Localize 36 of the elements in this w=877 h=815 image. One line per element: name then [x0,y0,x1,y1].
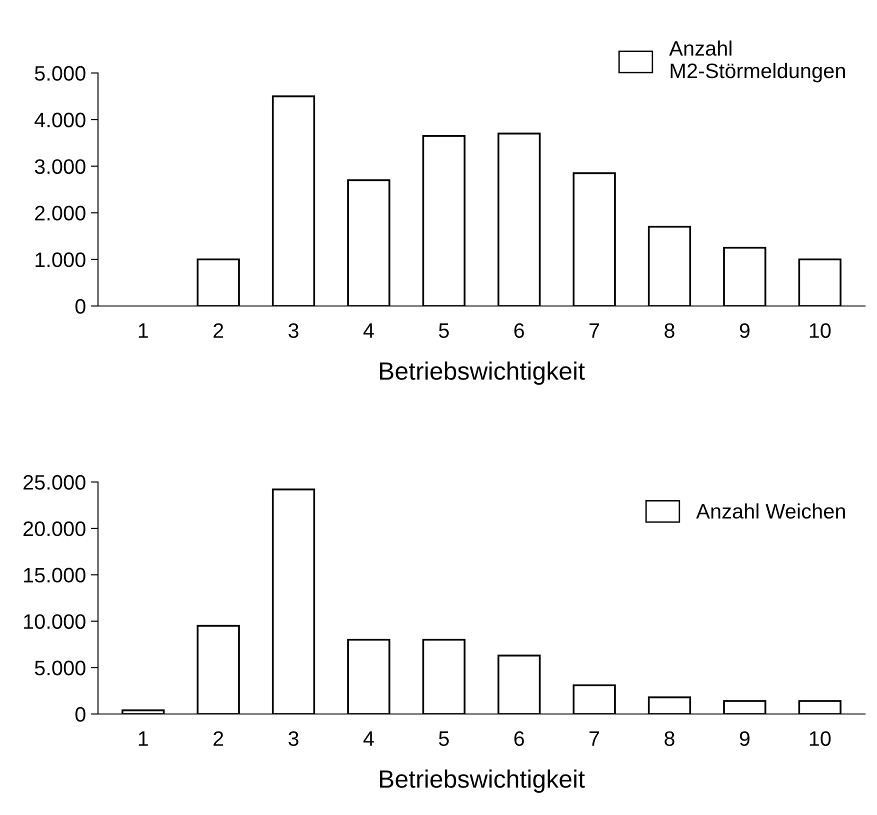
y-tick-label: 10.000 [24,614,86,629]
x-tick-label: 3 [288,323,298,338]
y-tick-label: 1.000 [36,252,86,268]
y-tick-label: 0 [75,299,86,314]
y-tick-label: 2.000 [35,206,86,221]
legend-label: Anzahl Weichen [696,503,845,519]
y-tick-label: 4.000 [34,112,86,128]
x-axis-title: Betriebswichtigkeit [380,770,585,793]
x-tick-label: 5 [438,323,449,338]
y-tick-label: 20.000 [24,521,86,536]
y-tick-label: 5.000 [34,660,86,676]
y-tick-label: 0 [75,707,86,722]
x-tick-label: 7 [590,731,600,746]
x-tick-label: 5 [438,731,449,746]
x-axis-title: Betriebswichtigkeit [380,362,585,385]
x-tick-label: 7 [590,323,600,338]
y-tick-label: 15.000 [24,568,86,583]
x-tick-label: 9 [740,731,750,746]
x-tick-label: 1 [138,323,148,338]
x-tick-label: 10 [810,731,831,746]
x-tick-label: 1 [138,731,148,746]
x-tick-label: 6 [514,323,524,338]
x-tick-label: 9 [740,323,750,338]
x-tick-label: 2 [214,731,224,746]
y-tick-label: 5.000 [34,66,86,81]
x-tick-label: 2 [214,323,224,338]
x-tick-label: 10 [810,323,831,338]
x-tick-label: 4 [363,731,374,746]
y-tick-label: 25.000 [24,475,86,490]
y-tick-label: 3.000 [34,159,86,174]
x-tick-label: 8 [664,323,674,338]
x-tick-label: 8 [664,731,674,746]
x-tick-label: 3 [288,731,298,746]
x-tick-label: 6 [514,731,524,746]
legend-label: Anzahl M2-Störmeldungen [669,40,845,82]
x-tick-label: 4 [363,323,374,338]
